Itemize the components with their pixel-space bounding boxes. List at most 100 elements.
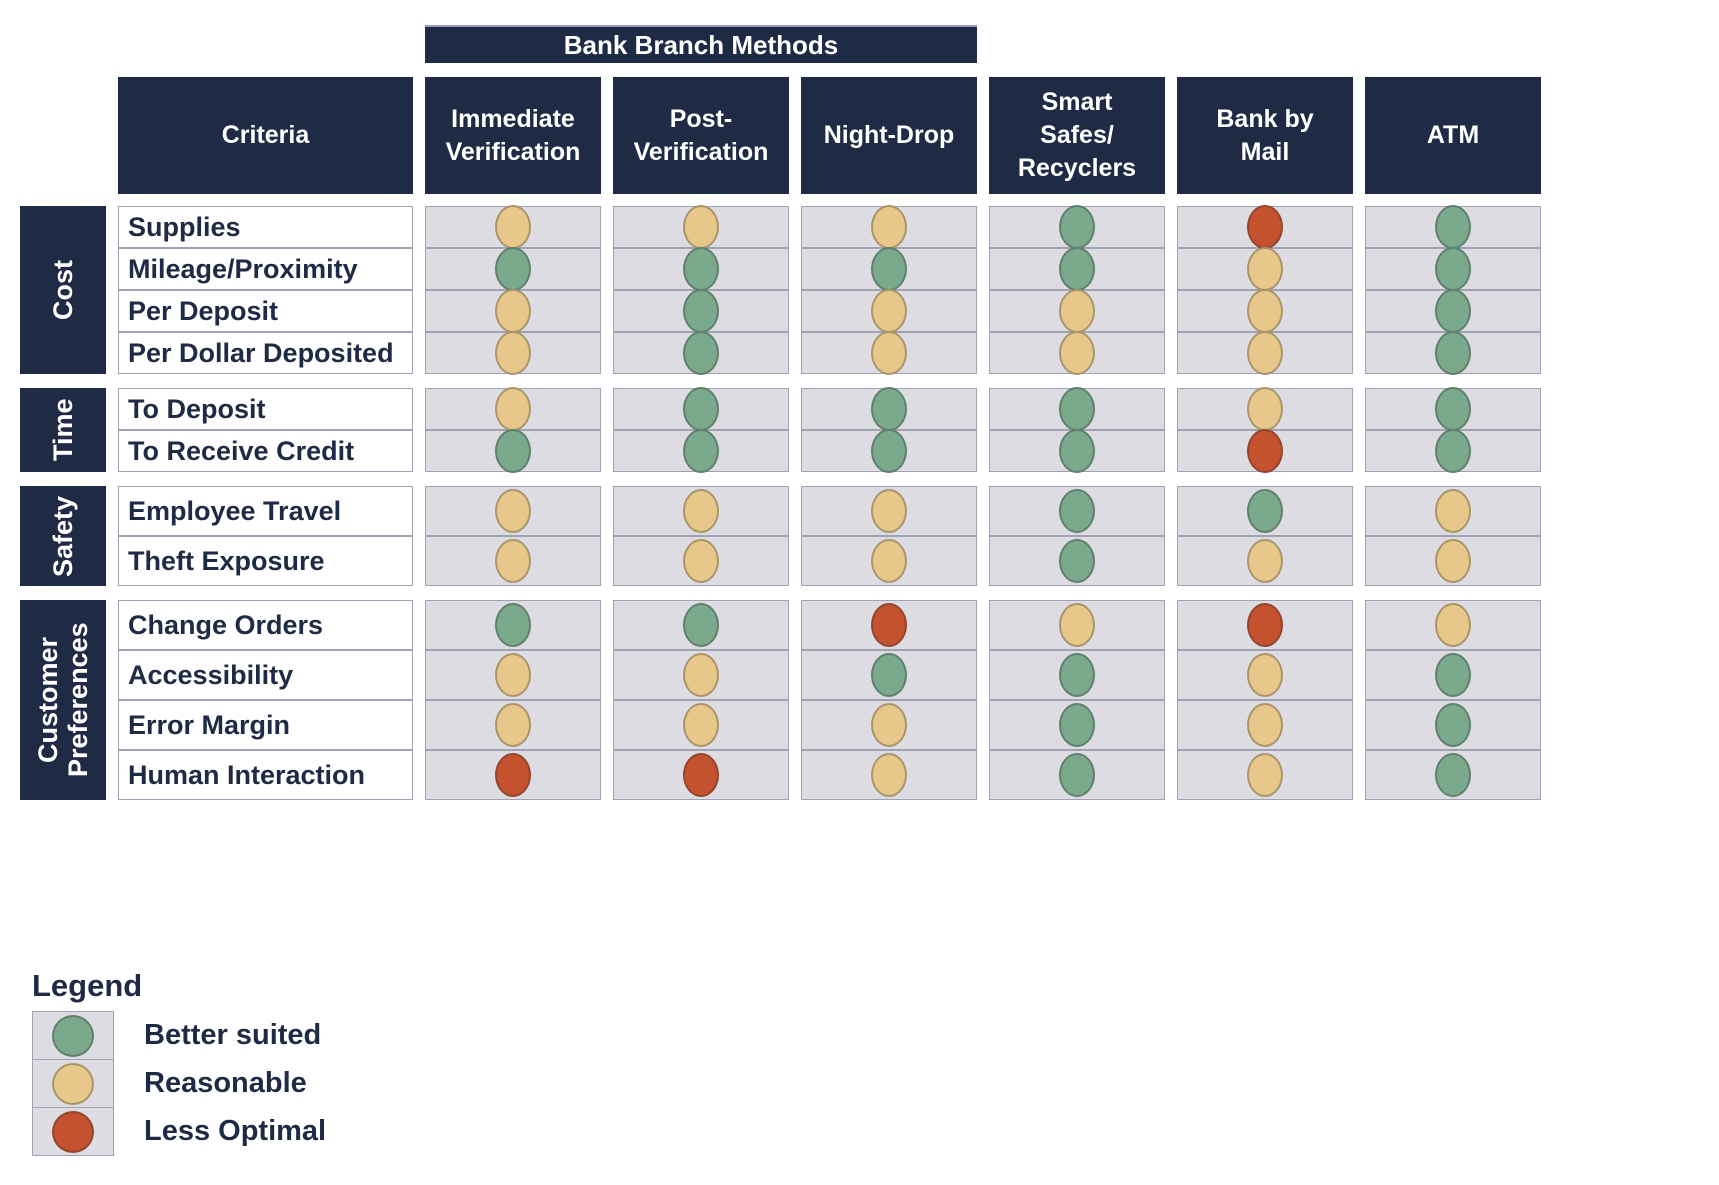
rating-dot bbox=[495, 539, 531, 583]
group-customer-preferences: Customer Preferences Change Orders Accessi… bbox=[20, 600, 1719, 800]
rating-dot bbox=[871, 387, 907, 431]
rating-dot bbox=[495, 753, 531, 797]
legend-label: Less Optimal bbox=[144, 1115, 327, 1147]
rating-cell-change-orders-atm bbox=[1365, 600, 1541, 650]
rating-dot bbox=[683, 331, 719, 375]
rating-cell-to-deposit-bank-by-mail bbox=[1177, 387, 1353, 431]
rating-dot bbox=[871, 331, 907, 375]
rating-dot bbox=[871, 247, 907, 291]
rating-cell-mileage-proximity-night-drop bbox=[801, 247, 977, 291]
rating-cell-supplies-immediate-verification bbox=[425, 205, 601, 249]
method-header-immediate-verification: Immediate Verification bbox=[425, 77, 601, 194]
rating-cell-error-margin-night-drop bbox=[801, 700, 977, 750]
group-safety: Safety Employee Travel Theft Exposure bbox=[20, 486, 1719, 586]
rating-dot bbox=[1435, 703, 1471, 747]
rating-dot bbox=[1059, 489, 1095, 533]
criterion-accessibility: Accessibility bbox=[118, 650, 413, 700]
rating-cell-per-deposit-bank-by-mail bbox=[1177, 289, 1353, 333]
rating-dot bbox=[1059, 205, 1095, 249]
rating-cell-supplies-post-verification bbox=[613, 205, 789, 249]
rating-dot bbox=[683, 429, 719, 473]
rating-dot bbox=[1247, 205, 1283, 249]
rating-dot bbox=[871, 489, 907, 533]
rating-cell-human-interaction-smart-safes-recyclers bbox=[989, 750, 1165, 800]
method-header-post-verification: Post- Verification bbox=[613, 77, 789, 194]
method-header-bank-by-mail: Bank by Mail bbox=[1177, 77, 1353, 194]
rating-cell-employee-travel-post-verification bbox=[613, 486, 789, 536]
rating-cell-employee-travel-immediate-verification bbox=[425, 486, 601, 536]
rating-dot bbox=[1247, 539, 1283, 583]
rating-dot bbox=[1247, 489, 1283, 533]
criterion-per-deposit: Per Deposit bbox=[118, 290, 413, 332]
rating-cell-to-receive-credit-bank-by-mail bbox=[1177, 429, 1353, 473]
rating-cell-human-interaction-immediate-verification bbox=[425, 750, 601, 800]
rating-dot bbox=[1435, 489, 1471, 533]
rating-dot bbox=[495, 387, 531, 431]
rating-cell-to-receive-credit-immediate-verification bbox=[425, 429, 601, 473]
rating-dot bbox=[683, 247, 719, 291]
criterion-to-deposit: To Deposit bbox=[118, 388, 413, 430]
rating-cell-mileage-proximity-bank-by-mail bbox=[1177, 247, 1353, 291]
group-time: Time To Deposit To Receive Credit bbox=[20, 387, 1719, 473]
criterion-employee-travel: Employee Travel bbox=[118, 486, 413, 536]
rating-dot bbox=[1435, 539, 1471, 583]
legend-dot-less bbox=[52, 1110, 94, 1153]
rating-cell-employee-travel-night-drop bbox=[801, 486, 977, 536]
rating-dot bbox=[1435, 331, 1471, 375]
rating-cell-theft-exposure-atm bbox=[1365, 536, 1541, 586]
rating-dot bbox=[495, 429, 531, 473]
rating-dot bbox=[1435, 603, 1471, 647]
criterion-change-orders: Change Orders bbox=[118, 600, 413, 650]
rating-dot bbox=[683, 703, 719, 747]
rating-cell-human-interaction-night-drop bbox=[801, 750, 977, 800]
rating-cell-error-margin-immediate-verification bbox=[425, 700, 601, 750]
rating-cell-to-receive-credit-atm bbox=[1365, 429, 1541, 473]
rating-dot bbox=[1435, 205, 1471, 249]
legend-swatch bbox=[32, 1011, 114, 1060]
rating-dot bbox=[1435, 753, 1471, 797]
rating-dot bbox=[1059, 387, 1095, 431]
legend-label: Reasonable bbox=[144, 1067, 307, 1099]
rating-dot bbox=[871, 653, 907, 697]
rating-dot bbox=[1059, 753, 1095, 797]
rating-dot bbox=[871, 205, 907, 249]
legend-item-better-suited: Better suited bbox=[32, 1011, 1719, 1060]
rating-dot bbox=[871, 753, 907, 797]
rating-dot bbox=[1247, 703, 1283, 747]
rating-cell-theft-exposure-immediate-verification bbox=[425, 536, 601, 586]
rating-cell-supplies-atm bbox=[1365, 205, 1541, 249]
rating-dot bbox=[495, 489, 531, 533]
rating-dot bbox=[495, 653, 531, 697]
rating-dot bbox=[1059, 429, 1095, 473]
legend-dot-better bbox=[52, 1014, 94, 1057]
rating-cell-mileage-proximity-immediate-verification bbox=[425, 247, 601, 291]
rating-cell-per-deposit-atm bbox=[1365, 289, 1541, 333]
rating-dot bbox=[683, 205, 719, 249]
legend-swatch bbox=[32, 1059, 114, 1108]
rating-dot bbox=[1247, 753, 1283, 797]
rating-cell-employee-travel-atm bbox=[1365, 486, 1541, 536]
rating-cell-accessibility-post-verification bbox=[613, 650, 789, 700]
rating-dot bbox=[1435, 387, 1471, 431]
rating-dot bbox=[1059, 653, 1095, 697]
rating-cell-to-receive-credit-post-verification bbox=[613, 429, 789, 473]
rating-dot bbox=[1059, 603, 1095, 647]
group-label-cost: Cost bbox=[20, 206, 106, 374]
rating-cell-per-dollar-deposited-post-verification bbox=[613, 331, 789, 375]
rating-dot bbox=[871, 603, 907, 647]
rating-cell-per-dollar-deposited-atm bbox=[1365, 331, 1541, 375]
group-cost: Cost Supplies Mileage/Proximity Per Deposit… bbox=[20, 205, 1719, 375]
criterion-supplies: Supplies bbox=[118, 206, 413, 248]
rating-cell-change-orders-smart-safes-recyclers bbox=[989, 600, 1165, 650]
group-label-customer-preferences: Customer Preferences bbox=[20, 600, 106, 800]
method-header-night-drop: Night-Drop bbox=[801, 77, 977, 194]
rating-cell-change-orders-bank-by-mail bbox=[1177, 600, 1353, 650]
rating-cell-error-margin-post-verification bbox=[613, 700, 789, 750]
rating-cell-accessibility-atm bbox=[1365, 650, 1541, 700]
rating-cell-per-deposit-immediate-verification bbox=[425, 289, 601, 333]
rating-dot bbox=[1059, 331, 1095, 375]
rating-cell-supplies-bank-by-mail bbox=[1177, 205, 1353, 249]
legend-title: Legend bbox=[32, 968, 143, 1003]
legend-label: Better suited bbox=[144, 1019, 322, 1051]
